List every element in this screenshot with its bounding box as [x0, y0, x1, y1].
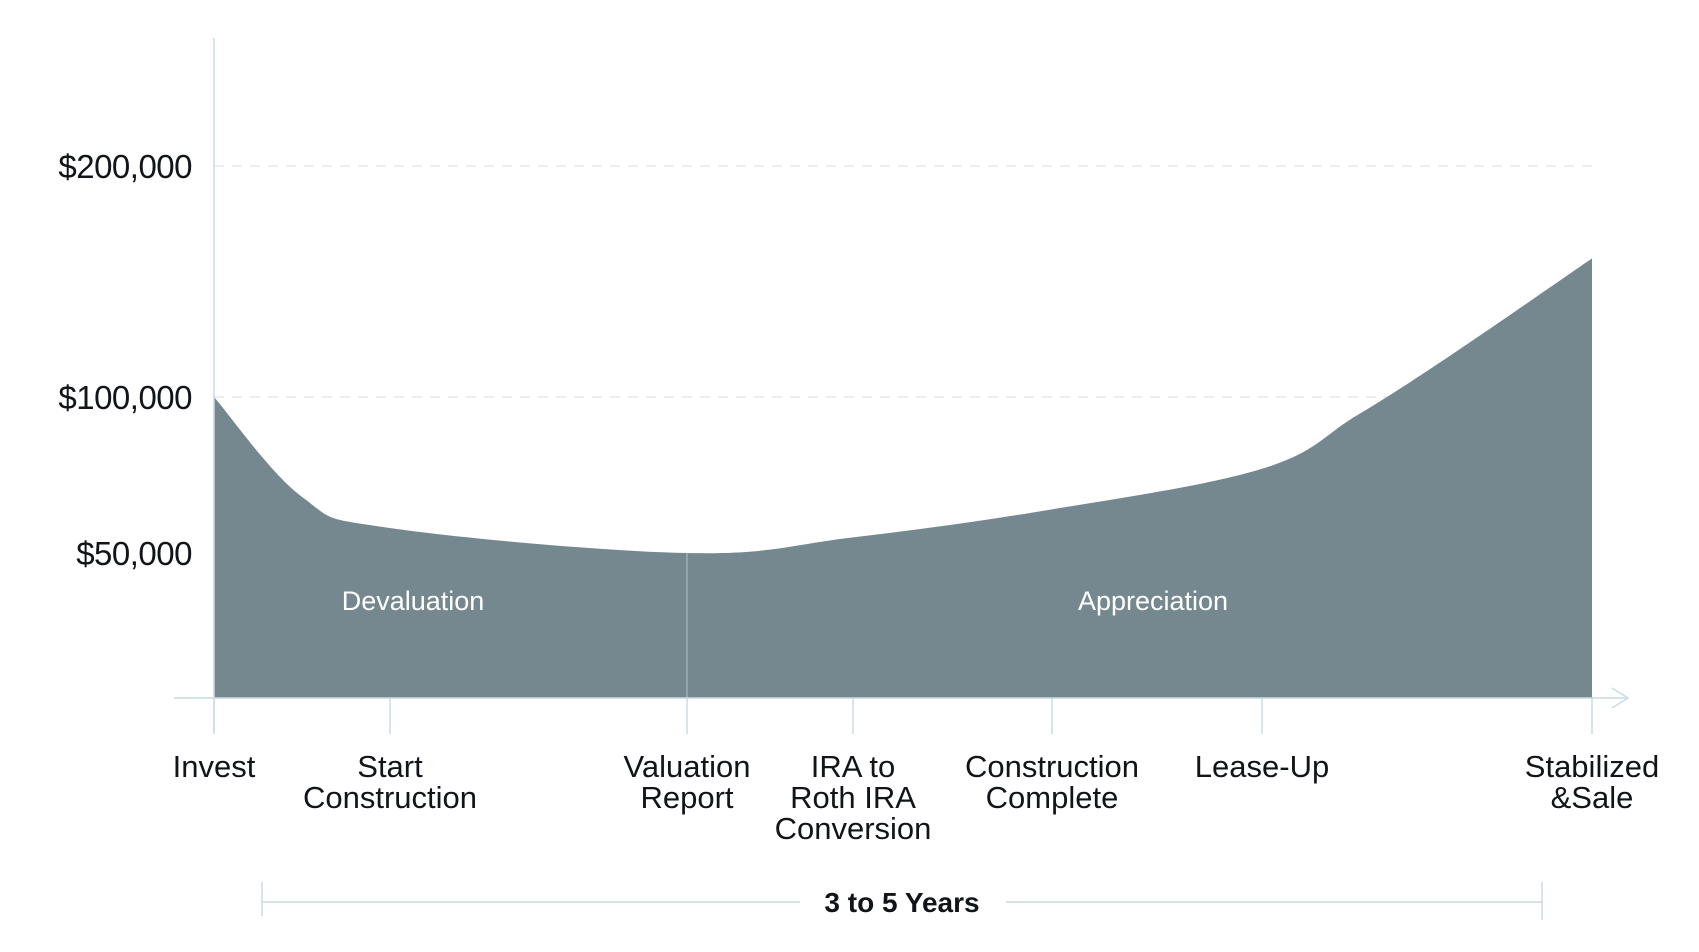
x-tick-label: Lease-Up	[1195, 749, 1329, 784]
grid-lines	[214, 165, 1592, 398]
x-tick-label-line: Report	[640, 780, 733, 815]
region-label-devaluation: Devaluation	[342, 586, 485, 616]
y-tick-label: $50,000	[76, 535, 192, 572]
x-tick-label: Stabilized &Sale	[1525, 749, 1659, 815]
y-tick-label: $100,000	[58, 379, 192, 416]
x-tick-label-line: Start	[357, 749, 423, 784]
value-area	[214, 258, 1592, 698]
x-tick-label-line: &Sale	[1551, 780, 1634, 815]
x-tick-label-line: Construction	[303, 780, 477, 815]
x-axis-arrow-icon	[1611, 687, 1630, 709]
x-tick-label: Start Construction	[303, 749, 477, 815]
duration-label: 3 to 5 Years	[824, 887, 979, 918]
region-label-appreciation: Appreciation	[1078, 586, 1228, 616]
axes	[174, 38, 1630, 734]
x-tick-label-line: IRA to	[811, 749, 895, 784]
duration-bracket: 3 to 5 Years	[261, 882, 1543, 920]
y-tick-label: $200,000	[58, 148, 192, 185]
x-tick-label: Invest	[173, 749, 256, 784]
x-tick-label-line: Conversion	[775, 811, 932, 846]
x-tick-label-line: Complete	[986, 780, 1119, 815]
x-tick-label-line: Valuation	[624, 749, 751, 784]
x-tick-label-line: Lease-Up	[1195, 749, 1329, 784]
x-tick-label-line: Invest	[173, 749, 256, 784]
x-tick-label: Construction Complete	[965, 749, 1139, 815]
x-tick-label-line: Construction	[965, 749, 1139, 784]
y-axis-ticks: $50,000 $100,000 $200,000	[58, 148, 192, 572]
x-tick-label-line: Roth IRA	[790, 780, 916, 815]
x-tick-label: Valuation Report	[624, 749, 751, 815]
region-labels: Devaluation Appreciation	[342, 586, 1228, 616]
x-tick-label-line: Stabilized	[1525, 749, 1659, 784]
x-tick-label: IRA to Roth IRA Conversion	[775, 749, 932, 846]
